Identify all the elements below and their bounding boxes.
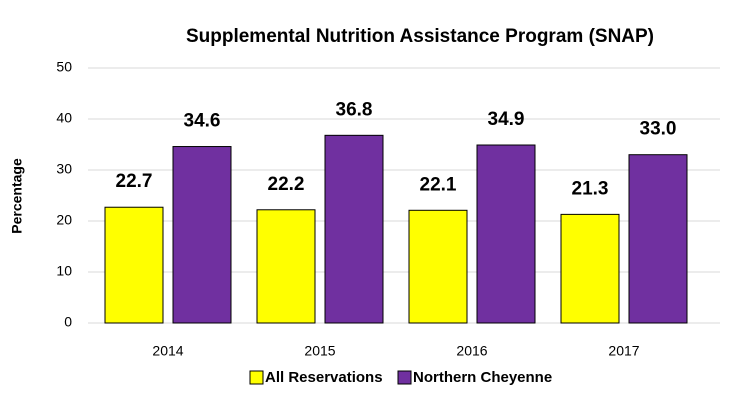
y-tick-label: 10 [56,263,72,279]
y-tick-label: 20 [56,212,72,228]
bar [324,134,384,324]
y-axis-label: Percentage [9,158,25,234]
value-label: 21.3 [572,178,609,199]
bar [628,154,688,324]
y-tick-label: 40 [56,110,72,126]
bar [408,209,468,324]
legend-label: All Reservations [265,369,383,386]
value-label: 22.1 [420,174,457,195]
value-label: 33.0 [640,119,677,140]
x-tick-label: 2014 [152,343,183,359]
value-label: 36.8 [336,99,373,120]
bar [104,206,164,324]
value-label: 22.2 [268,174,305,195]
legend-label: Northern Cheyenne [413,369,552,386]
value-label: 34.9 [488,109,525,130]
bar [560,213,620,324]
value-label: 34.6 [184,111,221,132]
value-label: 22.7 [116,171,153,192]
bar [256,209,316,324]
chart-title: Supplemental Nutrition Assistance Progra… [186,26,654,47]
bar [172,146,232,324]
y-tick-label: 30 [56,161,72,177]
legend-swatch [397,370,412,385]
y-tick-label: 50 [56,59,72,75]
bar [476,144,536,324]
legend-swatch [249,370,264,385]
x-tick-label: 2016 [456,343,487,359]
y-tick-label: 0 [64,314,72,330]
x-tick-label: 2015 [304,343,335,359]
x-tick-label: 2017 [608,343,639,359]
